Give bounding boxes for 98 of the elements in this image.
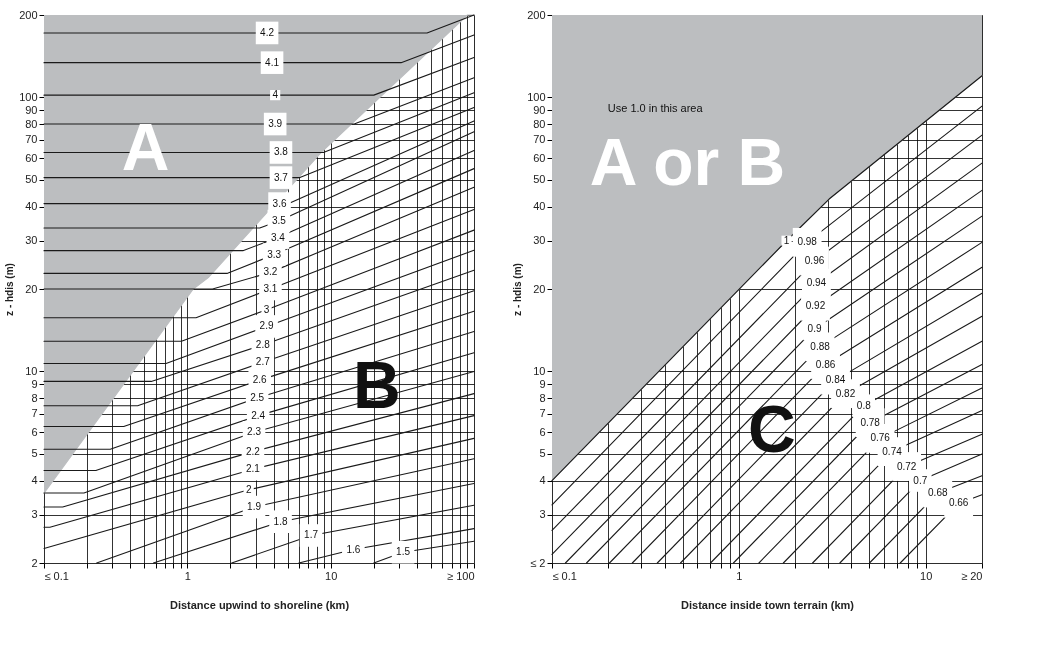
y-tick-label: 3 bbox=[31, 508, 38, 521]
y-tick-label: 30 bbox=[25, 234, 38, 247]
annotation: 0.82 bbox=[835, 387, 856, 399]
y-axis-title: z - hdis (m) bbox=[512, 263, 524, 316]
annotation: 0.9 bbox=[807, 322, 822, 334]
annotation: 3.3 bbox=[267, 248, 282, 260]
y-tick-label: 8 bbox=[539, 391, 546, 404]
x-tick-label: ≤ 0.1 bbox=[44, 569, 69, 582]
x-tick-label: 1 bbox=[736, 569, 743, 582]
y-tick-label: 20 bbox=[25, 282, 38, 295]
annotation: 2.5 bbox=[250, 392, 265, 404]
annotation: 2.8 bbox=[255, 338, 271, 350]
annotation: 0.86 bbox=[815, 358, 836, 370]
y-axis-title: z - hdis (m) bbox=[4, 263, 16, 316]
annotation: 3.6 bbox=[272, 197, 287, 209]
annotation: A or B bbox=[589, 125, 786, 200]
x-tick-label: ≥ 20 bbox=[961, 569, 983, 582]
annotation: 3.5 bbox=[271, 215, 287, 227]
annotation: 3 bbox=[263, 303, 270, 315]
y-tick-label: 50 bbox=[25, 173, 38, 186]
y-tick-label: ≤ 2 bbox=[530, 556, 546, 569]
annotation: 4.1 bbox=[265, 56, 280, 68]
annotation: 0.72 bbox=[896, 460, 917, 472]
x-tick-label: 10 bbox=[920, 569, 933, 582]
y-tick-label: 10 bbox=[533, 364, 546, 377]
y-tick-label: 80 bbox=[533, 117, 546, 130]
y-tick-label: 7 bbox=[539, 407, 546, 420]
annotation: 2.4 bbox=[251, 409, 266, 421]
x-tick-label: 10 bbox=[325, 569, 338, 582]
x-axis-title: Distance upwind to shoreline (km) bbox=[169, 598, 350, 611]
annotation: 1.8 bbox=[273, 515, 288, 527]
annotation: 3.9 bbox=[268, 118, 283, 130]
y-tick-label: 4 bbox=[539, 474, 546, 487]
annotation: 1 bbox=[783, 234, 790, 246]
y-tick-label: 40 bbox=[25, 200, 38, 213]
annotation: 0.88 bbox=[810, 340, 831, 352]
annotation: 2.7 bbox=[255, 356, 271, 368]
y-tick-label: 90 bbox=[533, 103, 546, 116]
x-tick-label: 1 bbox=[184, 569, 191, 582]
annotation: 3.1 bbox=[263, 283, 278, 294]
annotation: 1.6 bbox=[346, 543, 361, 555]
annotation: 0.76 bbox=[870, 432, 891, 444]
y-tick-label: 9 bbox=[31, 377, 38, 390]
annotation: 1.7 bbox=[304, 529, 319, 541]
y-tick-label: 10 bbox=[25, 364, 38, 377]
annotation: 1.9 bbox=[247, 501, 262, 513]
annotation: 0.68 bbox=[928, 487, 948, 499]
y-tick-label: 5 bbox=[539, 447, 546, 460]
y-tick-label: 200 bbox=[19, 8, 38, 21]
y-tick-label: 100 bbox=[19, 90, 38, 103]
annotation: 0.7 bbox=[913, 474, 928, 486]
y-tick-label: 70 bbox=[25, 133, 38, 146]
annotation: 2 bbox=[245, 483, 252, 495]
annotation: 0.92 bbox=[805, 300, 826, 312]
y-tick-label: 40 bbox=[533, 200, 546, 213]
annotation: 2.2 bbox=[246, 445, 261, 457]
annotation: 3.4 bbox=[270, 231, 286, 243]
y-tick-label: 50 bbox=[533, 173, 546, 186]
y-tick-label: 8 bbox=[31, 391, 38, 404]
y-tick-label: 70 bbox=[533, 133, 546, 146]
annotation: 2.3 bbox=[247, 426, 262, 438]
annotation: 4.2 bbox=[260, 26, 275, 38]
y-tick-label: 90 bbox=[25, 103, 38, 116]
y-tick-label: 6 bbox=[31, 425, 38, 438]
y-tick-label: 20 bbox=[533, 282, 546, 295]
x-axis-title: Distance inside town terrain (km) bbox=[681, 598, 855, 611]
annotation: 1.5 bbox=[396, 546, 411, 558]
y-tick-label: 100 bbox=[527, 90, 546, 103]
y-tick-label: 80 bbox=[25, 117, 38, 130]
annotation: 0.78 bbox=[860, 416, 881, 428]
y-tick-label: 7 bbox=[31, 407, 38, 420]
annotation: 2.9 bbox=[259, 320, 274, 332]
y-tick-label: 6 bbox=[539, 425, 546, 438]
annotation: 3.7 bbox=[274, 171, 289, 183]
annotation: 0.74 bbox=[882, 445, 903, 457]
annotation: 3.2 bbox=[263, 266, 278, 278]
y-tick-label: 30 bbox=[533, 234, 546, 247]
annotation: 2.1 bbox=[246, 463, 261, 475]
annotation: 0.94 bbox=[806, 277, 827, 289]
y-tick-label: 4 bbox=[31, 474, 38, 487]
y-tick-label: 9 bbox=[539, 377, 546, 390]
annotation: 0.66 bbox=[948, 497, 969, 509]
annotation: 4 bbox=[272, 89, 279, 101]
y-tick-label: 3 bbox=[539, 508, 546, 521]
annotation: 0.98 bbox=[797, 236, 818, 248]
annotation: 0.8 bbox=[856, 399, 872, 411]
x-tick-label: ≤ 0.1 bbox=[552, 569, 577, 582]
y-tick-label: 60 bbox=[25, 151, 38, 164]
annotation: 0.96 bbox=[804, 255, 825, 267]
y-tick-label: 2 bbox=[31, 556, 38, 569]
annotation: Use 1.0 in this area bbox=[607, 101, 704, 114]
annotation: 2.6 bbox=[252, 374, 268, 386]
y-tick-label: 60 bbox=[533, 151, 546, 164]
y-tick-label: 5 bbox=[31, 447, 38, 460]
y-tick-label: 200 bbox=[527, 8, 546, 21]
x-tick-label: ≥ 100 bbox=[447, 569, 475, 582]
annotation: 3.8 bbox=[274, 146, 289, 158]
annotation: 0.84 bbox=[825, 374, 846, 386]
